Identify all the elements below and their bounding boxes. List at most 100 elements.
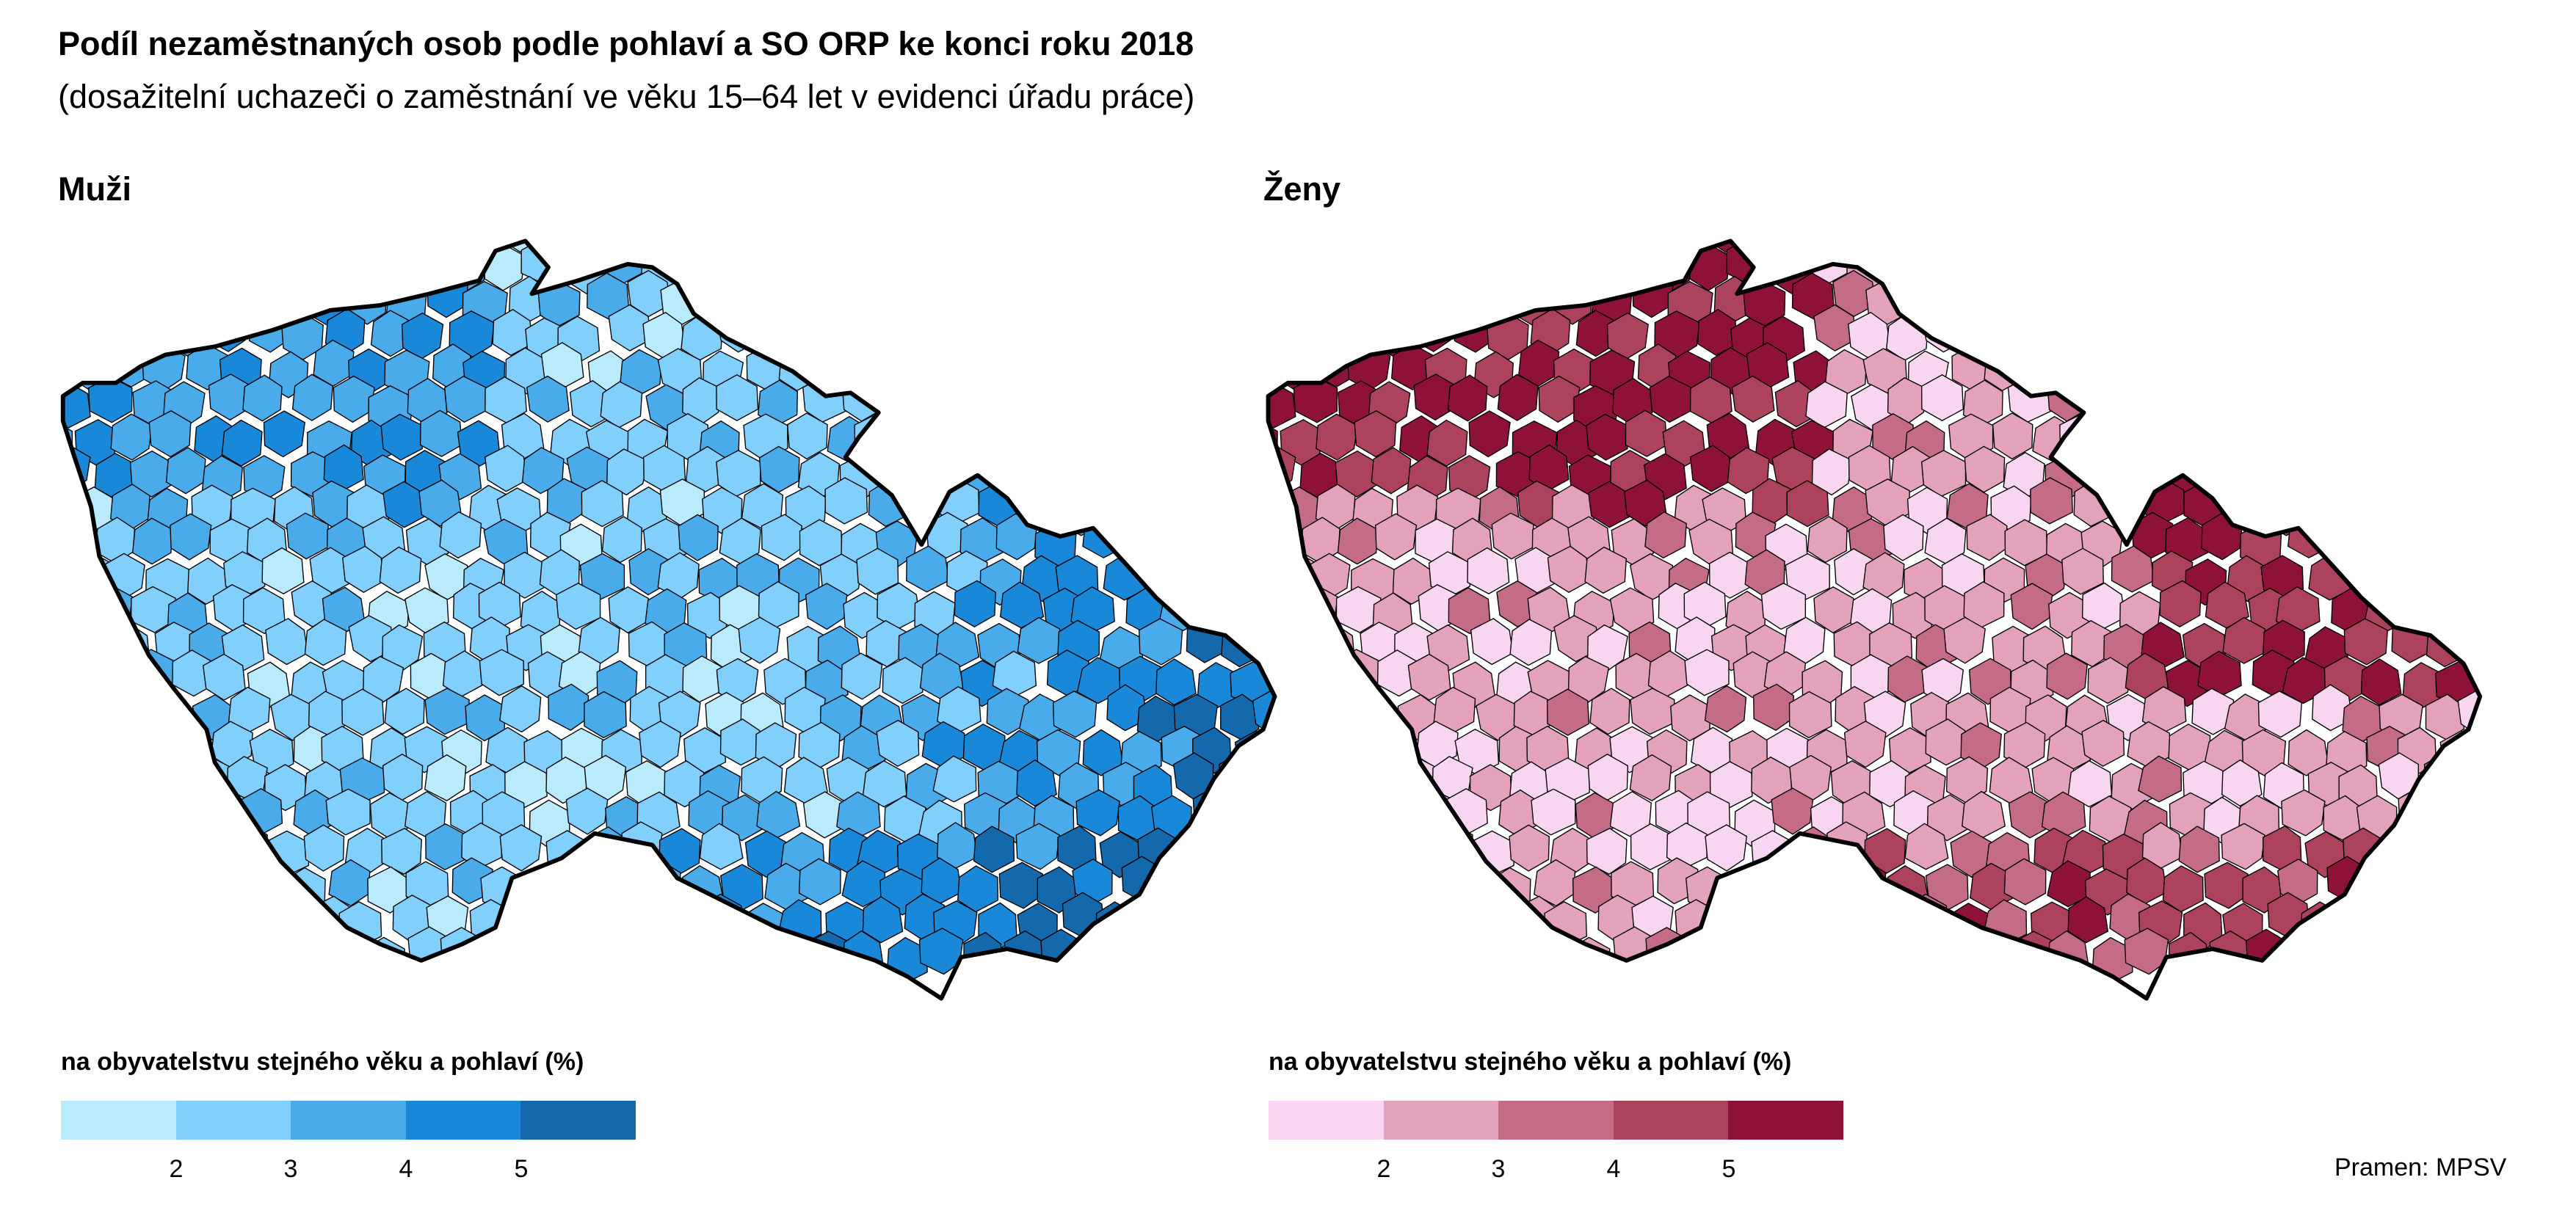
orp-region: [658, 828, 701, 875]
orp-region: [1988, 282, 2029, 330]
orp-region: [421, 241, 462, 249]
orp-region: [799, 519, 843, 567]
orp-region: [918, 241, 959, 288]
orp-region: [62, 861, 95, 908]
orp-region: [150, 757, 193, 804]
orp-region: [1017, 241, 1059, 254]
orp-region: [2561, 316, 2576, 363]
orp-region: [106, 832, 152, 881]
orp-region: [2463, 627, 2481, 675]
orp-region: [1536, 247, 1578, 295]
orp-region: [600, 864, 642, 912]
orp-region: [1733, 867, 1777, 915]
orp-region: [1272, 316, 1275, 364]
orp-region: [1186, 616, 1227, 663]
orp-region: [62, 241, 64, 248]
orp-region: [499, 685, 542, 733]
orp-region: [983, 408, 1026, 456]
orp-region: [1371, 447, 1412, 495]
orp-region: [1341, 861, 1383, 908]
orp-region: [62, 925, 90, 973]
orp-region: [2507, 900, 2547, 947]
orp-region: [703, 241, 747, 255]
orp-region: [1931, 933, 1974, 980]
orp-region: [2465, 903, 2481, 950]
orp-region: [1160, 451, 1205, 499]
orp-region: [303, 824, 345, 872]
orp-region: [664, 241, 708, 254]
orp-region: [761, 514, 802, 561]
orp-region: [563, 934, 606, 982]
orp-region: [1626, 241, 1666, 249]
orp-region: [2260, 409, 2304, 457]
orp-region: [1272, 793, 1275, 840]
orp-region: [1421, 203, 1463, 249]
orp-region: [500, 241, 543, 253]
orp-region: [325, 788, 371, 836]
orp-region: [492, 308, 533, 356]
orp-region: [2489, 657, 2527, 703]
orp-region: [1183, 241, 1225, 255]
orp-region: [1866, 901, 1909, 950]
orp-region: [841, 860, 886, 908]
orp-region: [2521, 515, 2561, 561]
orp-region: [1215, 829, 1259, 878]
legend-swatch: [520, 1101, 636, 1140]
orp-region: [1869, 241, 1912, 254]
orp-region: [62, 727, 98, 775]
orp-region: [2326, 936, 2369, 984]
orp-region: [1136, 413, 1179, 462]
orp-region: [705, 270, 749, 318]
legend-swatch: [175, 1101, 291, 1140]
orp-region: [424, 688, 470, 735]
orp-region: [1390, 246, 1433, 292]
orp-region: [2019, 345, 2064, 393]
orp-region: [1157, 928, 1199, 977]
orp-region: [168, 724, 212, 771]
orp-region: [699, 823, 744, 870]
orp-region: [2565, 928, 2576, 975]
orp-region: [2102, 340, 2144, 387]
orp-region: [1887, 241, 1931, 285]
orp-region: [2563, 593, 2576, 639]
orp-region: [2287, 451, 2329, 498]
orp-region: [2420, 829, 2464, 878]
orp-region: [1038, 375, 1081, 423]
orp-region: [2287, 511, 2332, 558]
orp-region: [2363, 383, 2405, 431]
orp-region: [932, 755, 977, 803]
chart-title: Podíl nezaměstnaných osob podle pohlaví …: [58, 25, 1194, 62]
orp-region: [2528, 724, 2568, 771]
orp-region: [523, 936, 565, 984]
orp-region: [88, 308, 133, 356]
orp-region: [1534, 859, 1576, 907]
orp-region: [1216, 415, 1260, 462]
orp-region: [2421, 557, 2467, 605]
legend-tick: 5: [514, 1155, 529, 1183]
orp-region: [263, 410, 305, 458]
orp-region: [738, 616, 781, 664]
orp-region: [2122, 316, 2163, 363]
orp-region: [1925, 718, 1969, 766]
orp-region: [1771, 787, 1814, 835]
orp-region: [2506, 760, 2547, 806]
orp-region: [151, 826, 193, 874]
orp-region: [1158, 383, 1200, 431]
orp-region: [1509, 619, 1553, 666]
legend-swatch: [1383, 1101, 1499, 1140]
orp-region: [2365, 451, 2410, 499]
orp-region: [62, 547, 64, 594]
orp-region: [341, 688, 385, 736]
orp-region: [2399, 523, 2442, 571]
orp-region: [1470, 618, 1514, 666]
orp-region: [1293, 376, 1338, 423]
orp-region: [1359, 890, 1400, 939]
orp-region: [2338, 344, 2382, 392]
orp-region: [1354, 241, 1396, 258]
legend-swatch: [1613, 1101, 1729, 1140]
legend-tick: 2: [1376, 1155, 1391, 1183]
orp-region: [1268, 478, 1274, 525]
orp-region: [2360, 658, 2402, 706]
orp-region: [1313, 793, 1354, 839]
orp-region: [1685, 927, 1730, 975]
